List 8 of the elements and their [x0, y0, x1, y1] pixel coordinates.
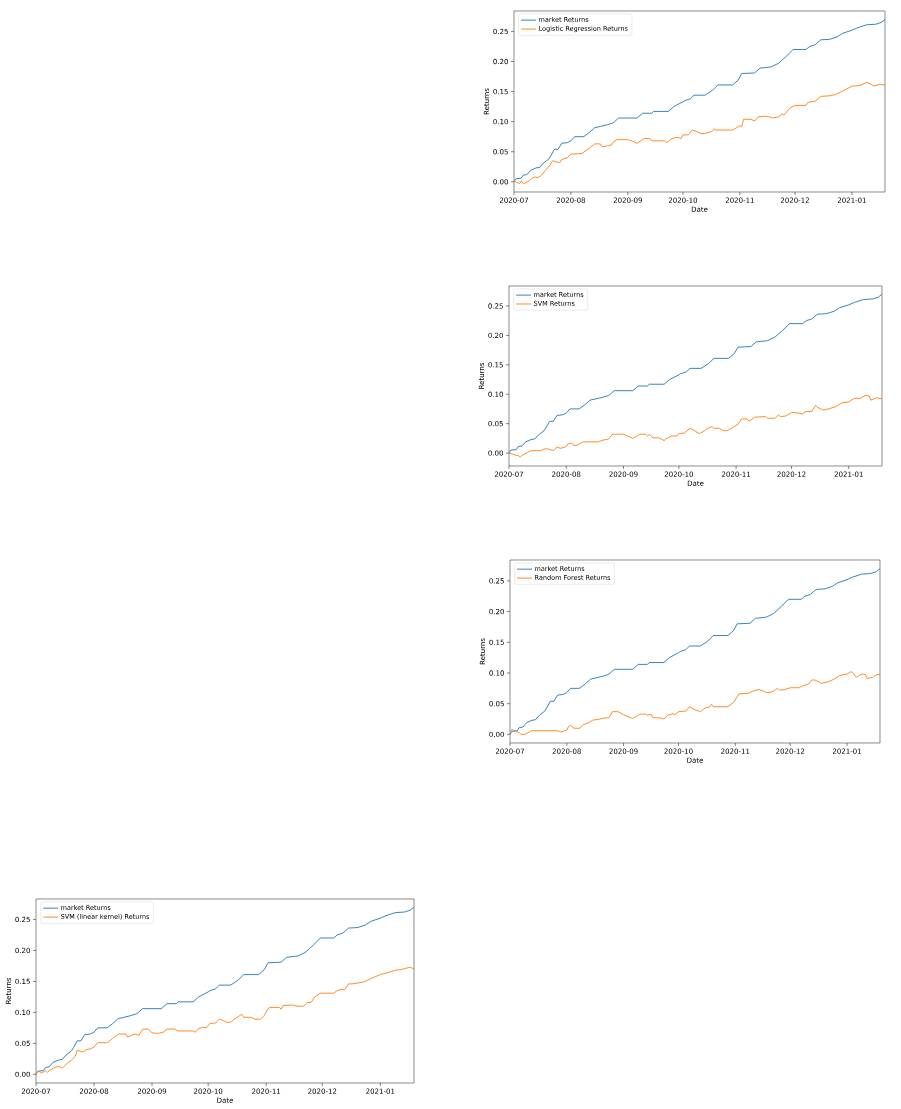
line-series	[514, 82, 885, 185]
line-series	[36, 906, 414, 1075]
line-series	[514, 18, 885, 183]
line-series	[510, 671, 880, 735]
line-series	[509, 394, 882, 458]
line-series	[36, 966, 414, 1075]
line-series	[509, 293, 882, 454]
line-series	[510, 568, 880, 735]
